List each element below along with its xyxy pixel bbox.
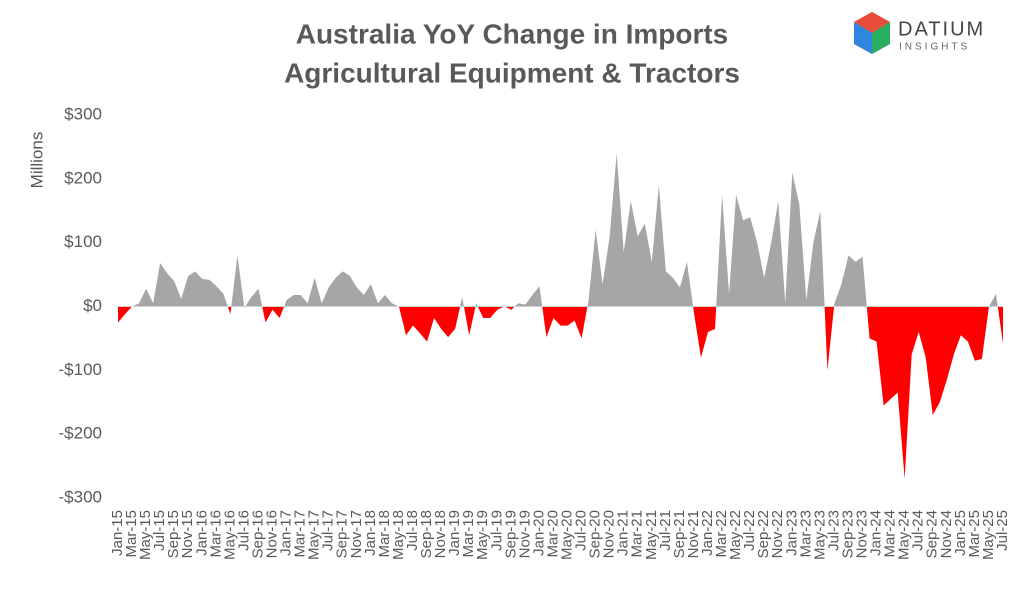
x-tick-label: Jul-17 bbox=[320, 510, 337, 551]
x-tick-label: Sep-19 bbox=[502, 510, 519, 558]
x-tick-label: Jan-17 bbox=[278, 510, 295, 556]
x-tick-label: May-15 bbox=[137, 510, 154, 560]
x-tick-label: Sep-24 bbox=[924, 510, 941, 558]
x-tick-label: Mar-20 bbox=[544, 510, 561, 558]
x-tick-label: Mar-15 bbox=[123, 510, 140, 558]
x-tick-label: Jul-18 bbox=[404, 510, 421, 551]
x-tick-label: Jul-16 bbox=[235, 510, 252, 551]
logo-icon-top bbox=[854, 12, 890, 33]
x-tick-label: Sep-20 bbox=[587, 510, 604, 558]
x-tick-label: May-24 bbox=[896, 510, 913, 560]
x-tick-label: Jul-25 bbox=[994, 510, 1011, 551]
area-positive bbox=[118, 153, 1003, 307]
x-tick-label: Jan-16 bbox=[193, 510, 210, 556]
area-negative bbox=[118, 307, 1003, 479]
x-tick-label: Jan-20 bbox=[530, 510, 547, 556]
x-tick-label: Mar-21 bbox=[629, 510, 646, 558]
x-tick-label: Jan-15 bbox=[109, 510, 126, 556]
x-tick-label: Mar-16 bbox=[207, 510, 224, 558]
x-tick-label: Sep-18 bbox=[418, 510, 435, 558]
x-tick-label: Mar-19 bbox=[460, 510, 477, 558]
x-tick-label: Nov-21 bbox=[685, 510, 702, 558]
x-tick-label: Sep-15 bbox=[165, 510, 182, 558]
x-tick-label: Jan-23 bbox=[783, 510, 800, 556]
chart-subtitle: Agricultural Equipment & Tractors bbox=[284, 57, 740, 88]
x-tick-label: May-20 bbox=[558, 510, 575, 560]
x-tick-label: Mar-22 bbox=[713, 510, 730, 558]
x-tick-label: Jan-22 bbox=[699, 510, 716, 556]
x-tick-label: May-18 bbox=[390, 510, 407, 560]
logo-icon-right bbox=[872, 22, 890, 54]
x-tick-label: Jan-18 bbox=[362, 510, 379, 556]
brand-name: DATIUM bbox=[898, 18, 985, 40]
x-tick-label: Sep-17 bbox=[334, 510, 351, 558]
x-tick-label: Nov-16 bbox=[263, 510, 280, 558]
x-tick-label: Sep-22 bbox=[755, 510, 772, 558]
x-tick-label: Nov-23 bbox=[853, 510, 870, 558]
x-tick-label: Mar-17 bbox=[292, 510, 309, 558]
x-tick-label: Sep-21 bbox=[671, 510, 688, 558]
x-tick-label: Nov-20 bbox=[601, 510, 618, 558]
x-tick-label: Nov-19 bbox=[516, 510, 533, 558]
x-tick-label: Jan-25 bbox=[952, 510, 969, 556]
y-tick-label: $100 bbox=[64, 232, 102, 251]
x-tick-label: Jul-21 bbox=[657, 510, 674, 551]
x-tick-label: Jan-19 bbox=[446, 510, 463, 556]
y-tick-label: -$300 bbox=[59, 487, 102, 506]
chart-title: Australia YoY Change in Imports bbox=[296, 18, 729, 49]
x-tick-label: May-17 bbox=[306, 510, 323, 560]
x-tick-label: May-22 bbox=[727, 510, 744, 560]
y-tick-label: $0 bbox=[83, 296, 102, 315]
x-tick-label: Nov-17 bbox=[348, 510, 365, 558]
x-tick-label: Nov-18 bbox=[432, 510, 449, 558]
x-tick-label: Jan-24 bbox=[868, 510, 885, 556]
x-tick-label: Mar-18 bbox=[376, 510, 393, 558]
x-tick-label: May-25 bbox=[980, 510, 997, 560]
x-tick-label: Mar-25 bbox=[966, 510, 983, 558]
x-tick-label: May-23 bbox=[811, 510, 828, 560]
x-tick-label: Jul-22 bbox=[741, 510, 758, 551]
x-tick-label: Nov-24 bbox=[938, 510, 955, 558]
x-tick-label: Jan-21 bbox=[615, 510, 632, 556]
x-tick-label: May-19 bbox=[474, 510, 491, 560]
x-tick-label: Jul-15 bbox=[151, 510, 168, 551]
x-tick-label: Jul-20 bbox=[573, 510, 590, 551]
x-tick-label: Mar-23 bbox=[797, 510, 814, 558]
x-tick-label: Nov-22 bbox=[769, 510, 786, 558]
x-tick-label: Mar-24 bbox=[882, 510, 899, 558]
brand-tagline: INSIGHTS bbox=[899, 42, 970, 53]
y-axis-label: Millions bbox=[27, 132, 46, 189]
x-tick-label: Jul-23 bbox=[825, 510, 842, 551]
y-tick-label: $200 bbox=[64, 168, 102, 187]
x-tick-label: May-16 bbox=[221, 510, 238, 560]
x-tick-label: Jul-24 bbox=[910, 510, 927, 551]
x-tick-label: Sep-16 bbox=[249, 510, 266, 558]
y-tick-label: -$200 bbox=[59, 424, 102, 443]
x-tick-label: Jul-19 bbox=[488, 510, 505, 551]
logo: DATIUM INSIGHTS bbox=[854, 12, 985, 54]
logo-icon-left bbox=[854, 22, 872, 54]
x-tick-label: May-21 bbox=[643, 510, 660, 560]
x-tick-label: Sep-23 bbox=[839, 510, 856, 558]
y-tick-label: -$100 bbox=[59, 360, 102, 379]
x-tick-label: Nov-15 bbox=[179, 510, 196, 558]
y-tick-label: $300 bbox=[64, 104, 102, 123]
